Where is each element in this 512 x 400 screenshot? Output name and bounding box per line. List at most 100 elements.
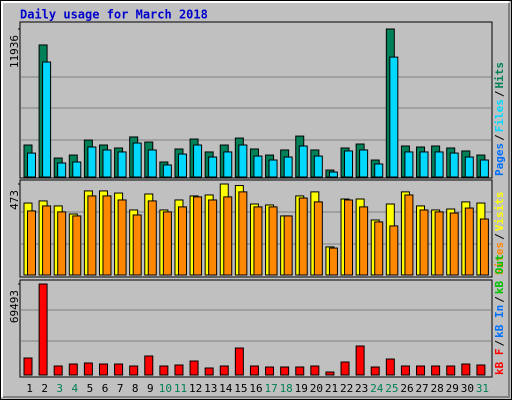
- y-tick-label: 473: [8, 190, 21, 210]
- bar: [87, 195, 97, 276]
- bevel-dark: [3, 3, 510, 398]
- x-tick-label: 23: [355, 382, 368, 395]
- bar: [223, 151, 233, 178]
- bar: [132, 142, 142, 178]
- x-tick-label: 17: [264, 382, 277, 395]
- legend-entry: Files: [493, 99, 506, 132]
- x-tick-label: 24: [370, 382, 384, 395]
- x-tick-label: 8: [132, 382, 139, 395]
- bar: [42, 205, 52, 276]
- bar: [68, 363, 78, 376]
- bar: [400, 365, 410, 376]
- y-tick-label: 69493: [8, 290, 21, 323]
- bar: [298, 145, 308, 178]
- bar: [147, 149, 157, 178]
- legend-separator: /: [493, 296, 506, 303]
- bar: [144, 355, 154, 376]
- bar: [419, 209, 429, 276]
- bar: [87, 146, 97, 178]
- bar: [42, 61, 52, 178]
- legend-entry: kB In: [493, 305, 506, 338]
- bar: [449, 212, 459, 276]
- bar: [177, 153, 187, 178]
- bar: [162, 211, 172, 276]
- legend-entry: Pages: [493, 143, 506, 176]
- bar: [57, 162, 67, 178]
- bar: [147, 200, 157, 276]
- bar: [57, 211, 67, 276]
- x-tick-label: 10: [159, 382, 172, 395]
- bar: [461, 363, 471, 376]
- bar: [370, 366, 380, 376]
- legend-separator: /: [493, 134, 506, 141]
- x-tick-label: 19: [295, 382, 308, 395]
- legend: kB F / kB In / kB Out: [493, 254, 506, 375]
- bar: [265, 366, 275, 376]
- legend-entry: Sites: [493, 242, 506, 275]
- x-tick-label: 13: [204, 382, 217, 395]
- bar: [98, 363, 108, 376]
- bar: [72, 215, 82, 276]
- bar: [219, 365, 229, 376]
- x-tick-label: 14: [219, 382, 233, 395]
- x-tick-label: 29: [446, 382, 459, 395]
- x-tick-label: 21: [325, 382, 338, 395]
- x-tick-label: 5: [87, 382, 94, 395]
- bar: [268, 206, 278, 276]
- bar: [479, 218, 489, 276]
- bar: [328, 247, 338, 276]
- bar: [374, 163, 384, 178]
- x-tick-label: 18: [280, 382, 293, 395]
- bar: [359, 149, 369, 178]
- bar: [72, 161, 82, 178]
- bar: [404, 151, 414, 178]
- bar: [298, 197, 308, 276]
- bar: [431, 365, 441, 376]
- bar: [193, 144, 203, 178]
- bar: [449, 152, 459, 178]
- bar: [389, 56, 399, 178]
- bar: [102, 195, 112, 276]
- bar: [83, 362, 93, 376]
- x-tick-label: 2: [41, 382, 48, 395]
- bar: [53, 365, 63, 376]
- bar: [162, 164, 172, 178]
- bar: [268, 159, 278, 178]
- bar: [114, 363, 124, 376]
- bar: [419, 151, 429, 178]
- bar: [117, 151, 127, 178]
- chart-title: Daily usage for March 2018: [20, 8, 208, 22]
- bar: [27, 210, 36, 276]
- bar: [328, 171, 338, 178]
- bar: [238, 191, 248, 276]
- bar: [280, 366, 290, 376]
- legend-separator: /: [493, 90, 506, 97]
- x-tick-label: 7: [117, 382, 124, 395]
- legend-separator: /: [493, 233, 506, 240]
- bar: [385, 358, 395, 376]
- bar: [283, 215, 293, 276]
- bar: [344, 150, 354, 178]
- bar: [238, 144, 248, 178]
- bar: [359, 206, 369, 276]
- legend-entry: kB F: [493, 349, 506, 376]
- bar: [253, 155, 263, 178]
- legend: Pages/Files/Hits: [493, 62, 506, 176]
- bar: [389, 225, 399, 276]
- bar: [325, 371, 335, 376]
- legend: Sites /Visits: [493, 192, 506, 276]
- x-tick-label: 20: [310, 382, 323, 395]
- x-tick-label: 3: [56, 382, 63, 395]
- x-tick-label: 9: [147, 382, 154, 395]
- x-tick-label: 31: [476, 382, 489, 395]
- bar: [295, 366, 305, 376]
- x-tick-label: 28: [431, 382, 444, 395]
- bar: [416, 365, 426, 376]
- x-tick-label: 27: [415, 382, 428, 395]
- bar: [208, 156, 218, 178]
- x-tick-label: 1: [26, 382, 33, 395]
- x-tick-label: 25: [385, 382, 398, 395]
- bar: [132, 214, 142, 276]
- bar: [117, 199, 127, 276]
